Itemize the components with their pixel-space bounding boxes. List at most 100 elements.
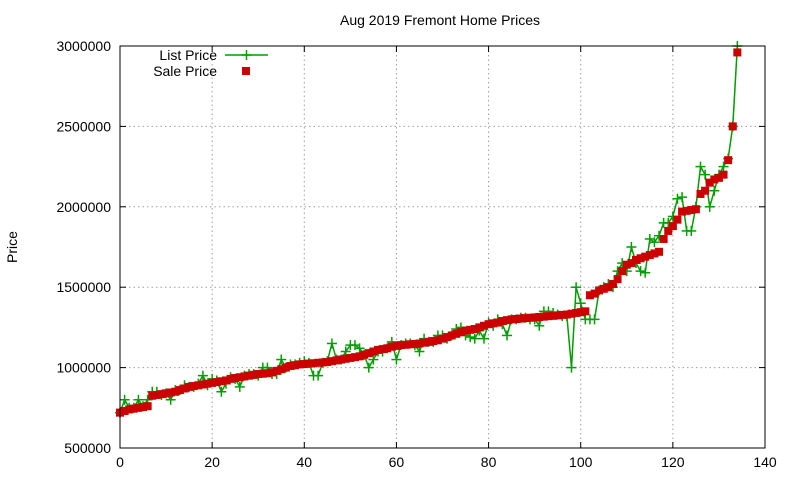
sale-price-point (332, 356, 341, 365)
list-price-point (718, 161, 729, 172)
sale-price-point (392, 341, 401, 350)
y-tick-label: 1000000 (56, 360, 111, 376)
sale-price-point (659, 234, 668, 243)
sale-price-point (728, 122, 737, 131)
sale-price-point (645, 251, 654, 260)
sale-price-point (157, 390, 166, 399)
sale-price-point (397, 341, 406, 350)
sale-price-point (627, 259, 636, 268)
list-price-point (391, 354, 402, 365)
sale-price-point (521, 314, 530, 323)
sale-price-point (203, 379, 212, 388)
sale-price-point (410, 339, 419, 348)
list-price-point (414, 346, 425, 357)
sale-price-point (424, 337, 433, 346)
list-price-point (234, 381, 245, 392)
sale-price-point (226, 374, 235, 383)
sale-price-point (429, 337, 438, 346)
sale-price-point (383, 344, 392, 353)
sale-price-point (277, 365, 286, 374)
sale-price-point (129, 404, 138, 413)
chart-title: Aug 2019 Fremont Home Prices (340, 12, 540, 28)
sale-price-point (549, 311, 558, 320)
y-tick-label: 500000 (64, 440, 111, 456)
sale-price-point (272, 366, 281, 375)
legend-marker-sale-price (242, 67, 250, 75)
sale-price-point (189, 382, 198, 391)
sale-price-point (291, 361, 300, 370)
sale-price-point (678, 207, 687, 216)
sale-price-point (461, 326, 470, 335)
sale-price-point (433, 336, 442, 345)
sale-price-point (240, 372, 249, 381)
sale-price-point (295, 360, 304, 369)
sale-price-point (710, 175, 719, 184)
sale-price-point (613, 275, 622, 284)
legend-label-sale-price: Sale Price (153, 63, 217, 79)
sale-price-point (245, 371, 253, 380)
sale-price-point (576, 308, 585, 317)
sale-price-point (198, 380, 207, 389)
list-price-point (368, 354, 379, 365)
sale-price-point (452, 329, 461, 338)
sale-price-point (562, 310, 571, 319)
list-price-point (566, 362, 577, 373)
sale-price-point (447, 331, 456, 340)
x-tick-label: 20 (204, 454, 220, 470)
sale-price-point (438, 334, 447, 343)
sale-price-point (304, 359, 313, 368)
sale-price-point (705, 178, 714, 187)
sale-price-point (314, 358, 323, 367)
list-price-point (700, 169, 711, 180)
y-tick-label: 2500000 (56, 118, 111, 134)
sale-price-point (318, 358, 327, 367)
legend-marker-list-price (241, 50, 252, 60)
list-price-point (709, 185, 720, 196)
sale-price-point (327, 357, 336, 366)
sale-price-point (162, 389, 171, 398)
sale-price-point (595, 286, 604, 295)
sale-price-point (286, 361, 295, 370)
list-price-point (469, 333, 480, 344)
sale-price-point (535, 312, 544, 321)
list-price-point (534, 320, 545, 331)
sale-price-point (249, 370, 258, 379)
list-price-point (677, 192, 688, 203)
axes: 0 20 40 60 80 100 120 140 500000 1000000 1500000 20… (56, 38, 776, 470)
y-axis-label: Price (4, 231, 20, 263)
list-price-point (197, 370, 208, 381)
sale-price-point (387, 342, 396, 351)
sale-price-point (608, 279, 617, 288)
sale-price-point (526, 313, 535, 322)
sale-price-point (401, 340, 410, 349)
y-tick-label: 1500000 (56, 279, 111, 295)
sale-price-point (618, 267, 627, 276)
list-price-point (133, 394, 144, 405)
sale-price-point (152, 390, 161, 399)
sale-price-point (166, 388, 175, 397)
list-price-point (276, 354, 287, 365)
list-price-point (589, 314, 600, 325)
x-tick-label: 140 (753, 454, 777, 470)
list-price-point (313, 370, 324, 381)
sale-price-point (585, 291, 594, 300)
plot-frame (119, 45, 766, 449)
sale-price-point (604, 283, 613, 292)
x-tick-label: 100 (569, 454, 593, 470)
legend: List Price Sale Price (153, 47, 268, 79)
sale-price-point (714, 173, 723, 182)
list-price-point (640, 267, 651, 278)
sale-price-point (456, 328, 465, 337)
list-price-point (635, 266, 646, 277)
list-price-point (478, 333, 489, 344)
sale-price-point (180, 384, 189, 393)
sale-price-point (479, 321, 488, 330)
sale-price-point (258, 369, 267, 378)
sale-price-point (489, 319, 498, 328)
sale-price-point (231, 374, 240, 383)
sale-price-point (641, 252, 650, 261)
sale-price-point (516, 314, 525, 323)
x-tick-label: 40 (296, 454, 312, 470)
sale-price-point (346, 353, 355, 362)
sale-price-point (507, 315, 516, 324)
